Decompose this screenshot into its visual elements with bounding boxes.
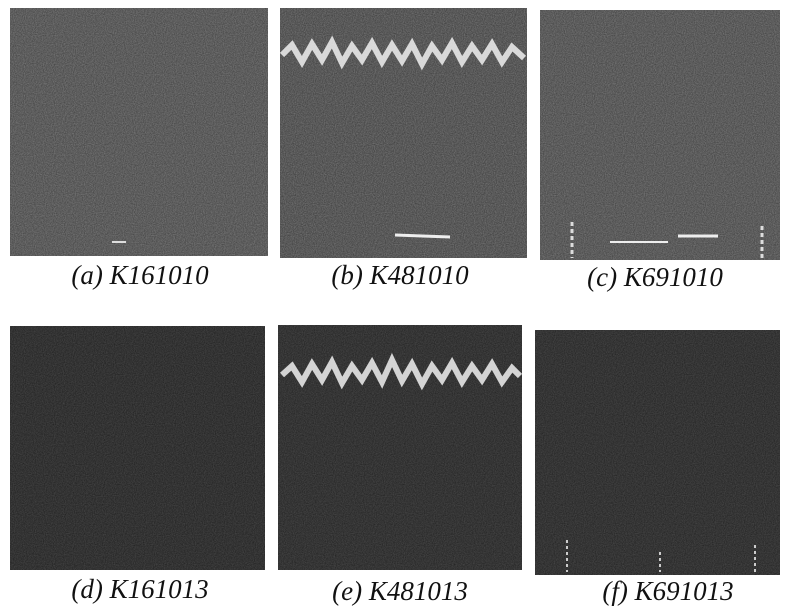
panel-f: [535, 330, 780, 575]
panel-d: [10, 326, 265, 570]
panel-c: [540, 10, 780, 260]
caption: (e) K481013: [332, 576, 468, 606]
panel-b: [280, 8, 527, 258]
caption: (f) K691013: [602, 576, 733, 606]
figure: (a) K161010 (b) K481010 (c) K691010 (d) …: [0, 0, 785, 613]
panel-e: [278, 325, 522, 570]
caption: (d) K161013: [71, 574, 208, 604]
caption: (c) K691010: [587, 262, 723, 292]
caption: (b) K481010: [331, 260, 469, 290]
panel-a: [10, 8, 268, 256]
caption: (a) K161010: [71, 260, 209, 290]
